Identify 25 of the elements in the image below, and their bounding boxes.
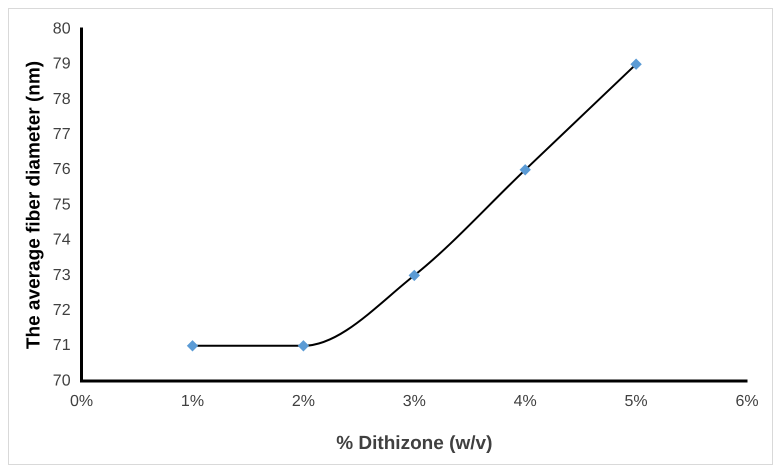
x-tick-label: 6% <box>735 393 759 410</box>
x-tick-label: 1% <box>180 393 204 410</box>
y-tick-label: 73 <box>52 266 71 284</box>
point <box>187 340 198 352</box>
x-axis-title: % Dithizone (w/v) <box>336 432 492 454</box>
y-tick-label: 70 <box>52 372 71 390</box>
y-axis-title: The average fiber diameter (nm) <box>24 60 45 350</box>
point <box>520 164 531 176</box>
x-tick-label: 3% <box>402 393 426 410</box>
point <box>630 58 642 70</box>
y-tick-label: 76 <box>52 161 71 178</box>
y-tick-label: 74 <box>52 232 71 249</box>
y-tick-label: 72 <box>52 302 71 320</box>
y-tick-label: 77 <box>52 126 71 144</box>
x-tick-label: 0% <box>70 393 94 410</box>
point <box>298 340 309 352</box>
y-tick-label: 71 <box>52 337 71 354</box>
y-tick-label: 78 <box>52 90 71 108</box>
y-tick-label: 80 <box>52 20 71 38</box>
x-tick-label: 5% <box>624 393 648 410</box>
point <box>408 270 420 281</box>
x-tick-label: 4% <box>514 393 537 410</box>
x-tick-label: 2% <box>292 393 315 410</box>
y-tick-label: 79 <box>52 56 71 73</box>
y-tick-label: 75 <box>52 196 71 214</box>
